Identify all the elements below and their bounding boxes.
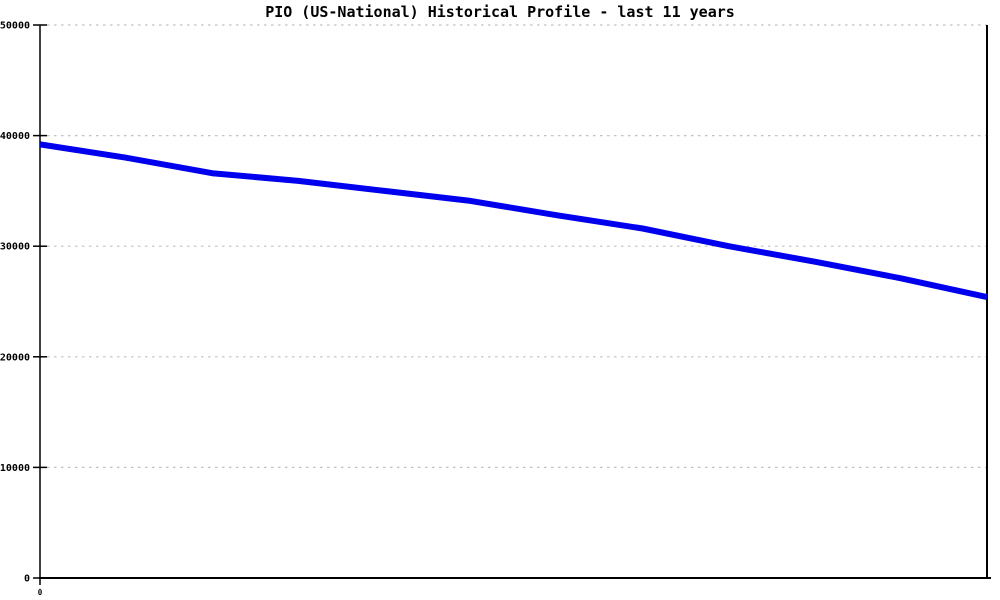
y-tick-label: 30000	[0, 242, 30, 253]
y-tick-label: 20000	[0, 352, 30, 363]
y-tick-label: 0	[24, 574, 30, 585]
y-tick-label: 40000	[0, 131, 30, 142]
y-tick-label: 50000	[0, 21, 30, 32]
chart-title: PIO (US-National) Historical Profile - l…	[265, 3, 735, 21]
data-line-pio	[39, 141, 988, 301]
y-tick-label: 10000	[0, 463, 30, 474]
x-tick-label: 0	[38, 588, 43, 597]
